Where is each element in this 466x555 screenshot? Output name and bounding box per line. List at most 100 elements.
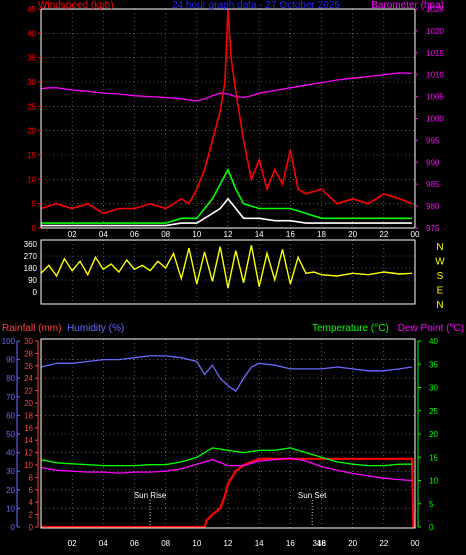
barometer-hpa-series — [40, 72, 412, 102]
rainfall-tick-label: 24 — [24, 374, 33, 383]
humidity-tick-label: 10 — [6, 504, 15, 513]
average-series — [41, 167, 412, 224]
wind-speed-tick-label: 40 — [27, 29, 36, 38]
windspeed-kph-series — [41, 197, 412, 227]
temperature-axis-label: Temperature (°C) — [312, 323, 389, 334]
barometer-axis: 975 980 985 990 995 1000 1005 1010 1015 1020 1025 — [415, 5, 444, 233]
rainfall-tick-label: 6 — [29, 486, 34, 495]
wind-speed-tick-label: 15 — [27, 151, 36, 160]
direction-panel-series — [40, 245, 412, 289]
direction-tick-label: 90 — [28, 276, 37, 285]
temperature-panel-time-axis: 02 04 06 08 10 12 14 16 18 20 22 00 — [68, 539, 420, 548]
rainfall-tick-label: 20 — [24, 399, 33, 408]
temperature-tick-label: 35 — [429, 360, 438, 369]
humidity-tick-label: 90 — [6, 356, 15, 365]
rainfall-tick-label: 30 — [24, 337, 33, 346]
humidity-tick-label: 30 — [6, 467, 15, 476]
temperature-tick-label: 20 — [429, 430, 438, 439]
wind-axis-label: Windspeed (kph) — [38, 0, 114, 11]
wind-panel-time-axis: 02 04 06 08 10 12 14 16 18 20 22 00 — [68, 230, 420, 239]
temperature-panel-frame — [40, 338, 416, 529]
wind-speed-tick-label: 35 — [27, 54, 36, 63]
direction-tick-label: 270 — [24, 252, 38, 261]
x-tick-label: 14 — [255, 230, 264, 239]
x-tick-label: 18 — [317, 230, 326, 239]
sunset-time-label: 346 — [312, 539, 326, 548]
wind-speed-tick-label: 45 — [27, 5, 36, 14]
x-tick-label: 22 — [379, 539, 388, 548]
wind-speed-tick-label: 5 — [32, 200, 37, 209]
barometer-tick-label: 1020 — [426, 27, 444, 36]
temperature-tick-label: 15 — [429, 453, 438, 462]
x-tick-label: 12 — [224, 230, 233, 239]
humidity-tick-label: 20 — [6, 486, 15, 495]
rainfall-tick-label: 14 — [24, 436, 33, 445]
humidity-tick-label: 0 — [11, 523, 16, 532]
x-tick-label: 04 — [99, 230, 108, 239]
humidity-axis: 0 10 20 30 40 50 60 70 80 90 100 — [2, 337, 20, 532]
barometer-axis-label: Barometer (hpa) — [371, 0, 444, 11]
rainfall-axis-label: Rainfall (mm) — [2, 323, 61, 334]
temperature-panel-series — [40, 355, 415, 529]
barometer-tick-label: 1010 — [426, 71, 444, 80]
humidity-tick-label: 70 — [6, 393, 15, 402]
rainfall-tick-label: 4 — [29, 498, 34, 507]
x-tick-label: 16 — [286, 230, 295, 239]
direction-tick-label: 360 — [24, 240, 38, 249]
barometer-tick-label: 995 — [426, 136, 440, 145]
wind-speed-axis: 0 5 10 15 20 25 30 35 40 45 — [27, 5, 41, 233]
humidity-tick-label: 50 — [6, 430, 15, 439]
x-tick-label: 10 — [192, 539, 201, 548]
compass-label: W — [435, 257, 445, 268]
temperature-tick-label: 10 — [429, 477, 438, 486]
rainfall-mm-series — [41, 457, 415, 529]
temperature-tick-label: 40 — [429, 337, 438, 346]
rainfall-tick-label: 22 — [24, 387, 33, 396]
wind-speed-tick-label: 0 — [32, 224, 37, 233]
x-tick-label: 06 — [130, 539, 139, 548]
rainfall-tick-label: 2 — [29, 511, 34, 520]
direction-degree-axis: 0 90 180 270 360 — [24, 240, 38, 297]
barometer-tick-label: 990 — [426, 158, 440, 167]
rainfall-tick-label: 0 — [29, 523, 34, 532]
compass-label: S — [437, 271, 444, 282]
x-tick-label: 16 — [286, 539, 295, 548]
rainfall-tick-label: 10 — [24, 461, 33, 470]
x-tick-label: 04 — [99, 539, 108, 548]
temperature-tick-label: 25 — [429, 407, 438, 416]
temperature-axis: 0 5 10 15 20 25 30 35 40 — [417, 337, 438, 532]
barometer-tick-label: 1025 — [426, 5, 444, 14]
barometer-tick-label: 985 — [426, 180, 440, 189]
temperature-tick-label: 0 — [429, 523, 434, 532]
x-tick-label: 00 — [411, 230, 420, 239]
rainfall-tick-label: 26 — [24, 362, 33, 371]
x-tick-label: 20 — [348, 539, 357, 548]
gust-series — [40, 8, 413, 215]
rainfall-tick-label: 28 — [24, 349, 33, 358]
compass-label: N — [436, 242, 443, 253]
temperature-tick-label: 30 — [429, 384, 438, 393]
temperature-c-series — [40, 447, 412, 467]
sun-markers: Sun Rise Sun Set 346 — [134, 491, 327, 548]
x-tick-label: 20 — [348, 230, 357, 239]
rainfall-tick-label: 16 — [24, 424, 33, 433]
dewpoint-axis-label: Dew Point (°C) — [398, 323, 464, 334]
humidity-series — [40, 355, 412, 393]
direction-panel-frame — [40, 239, 416, 305]
sunset-label: Sun Set — [298, 491, 327, 500]
x-tick-label: 10 — [192, 230, 201, 239]
rainfall-tick-label: 12 — [24, 449, 33, 458]
humidity-tick-label: 40 — [6, 449, 15, 458]
wind-panel-series — [40, 8, 413, 227]
wind-speed-tick-label: 10 — [27, 175, 36, 184]
x-tick-label: 02 — [68, 230, 77, 239]
direction-tick-label: 0 — [33, 288, 38, 297]
x-tick-label: 12 — [224, 539, 233, 548]
x-tick-label: 02 — [68, 539, 77, 548]
barometer-tick-label: 1015 — [426, 49, 444, 58]
x-tick-label: 08 — [161, 539, 170, 548]
compass-label: E — [437, 286, 444, 297]
